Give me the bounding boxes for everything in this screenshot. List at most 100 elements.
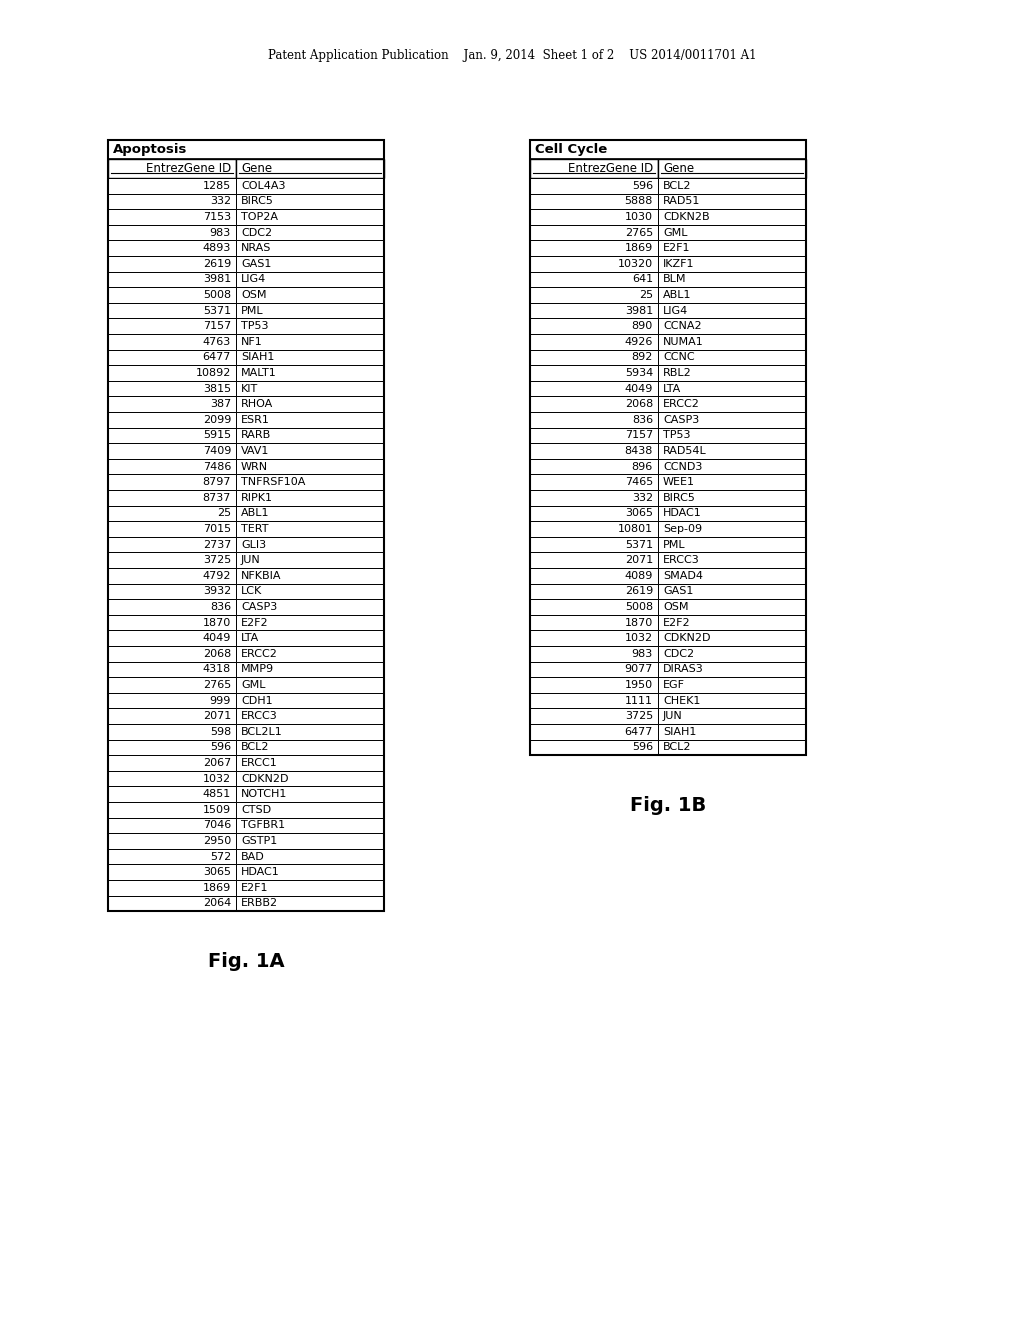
Bar bbox=[108, 631, 236, 645]
Text: 3065: 3065 bbox=[625, 508, 653, 519]
Text: RHOA: RHOA bbox=[241, 399, 273, 409]
Bar bbox=[236, 506, 384, 521]
Text: BLM: BLM bbox=[663, 275, 686, 284]
Text: 596: 596 bbox=[632, 742, 653, 752]
Text: 332: 332 bbox=[210, 197, 231, 206]
Text: 983: 983 bbox=[632, 649, 653, 659]
Text: 2765: 2765 bbox=[203, 680, 231, 690]
Bar bbox=[236, 865, 384, 880]
Bar bbox=[658, 474, 806, 490]
Bar bbox=[236, 366, 384, 380]
Text: Fig. 1B: Fig. 1B bbox=[630, 796, 707, 814]
Text: LCK: LCK bbox=[241, 586, 262, 597]
Bar bbox=[530, 272, 658, 288]
Bar bbox=[108, 444, 236, 459]
Bar bbox=[108, 194, 236, 209]
Text: 5008: 5008 bbox=[203, 290, 231, 300]
Bar bbox=[236, 396, 384, 412]
Bar bbox=[236, 895, 384, 911]
Bar bbox=[530, 739, 658, 755]
Text: CTSD: CTSD bbox=[241, 805, 271, 814]
Bar bbox=[108, 272, 236, 288]
Text: 2765: 2765 bbox=[625, 227, 653, 238]
Text: SMAD4: SMAD4 bbox=[663, 570, 703, 581]
Bar bbox=[658, 240, 806, 256]
Text: Sep-09: Sep-09 bbox=[663, 524, 702, 535]
Bar bbox=[108, 755, 236, 771]
Text: 9077: 9077 bbox=[625, 664, 653, 675]
Bar bbox=[236, 224, 384, 240]
Text: CDKN2B: CDKN2B bbox=[663, 213, 710, 222]
Bar bbox=[530, 615, 658, 631]
Bar bbox=[530, 521, 658, 537]
Text: ERCC2: ERCC2 bbox=[663, 399, 699, 409]
Bar bbox=[530, 677, 658, 693]
Text: HDAC1: HDAC1 bbox=[241, 867, 280, 878]
Text: 4851: 4851 bbox=[203, 789, 231, 799]
Text: ERCC1: ERCC1 bbox=[241, 758, 278, 768]
Bar bbox=[236, 256, 384, 272]
Text: 2099: 2099 bbox=[203, 414, 231, 425]
Text: CDKN2D: CDKN2D bbox=[241, 774, 289, 784]
Bar bbox=[108, 615, 236, 631]
Bar bbox=[658, 645, 806, 661]
Bar bbox=[108, 240, 236, 256]
Bar bbox=[658, 693, 806, 709]
Text: JUN: JUN bbox=[241, 556, 261, 565]
Text: 10320: 10320 bbox=[617, 259, 653, 269]
Bar bbox=[108, 849, 236, 865]
Text: BCL2: BCL2 bbox=[241, 742, 269, 752]
Bar bbox=[530, 209, 658, 224]
Bar bbox=[530, 140, 806, 755]
Bar bbox=[108, 428, 236, 444]
Text: 3725: 3725 bbox=[203, 556, 231, 565]
Bar bbox=[236, 178, 384, 194]
Bar bbox=[108, 350, 236, 366]
Bar bbox=[108, 302, 236, 318]
Bar bbox=[658, 583, 806, 599]
Bar bbox=[236, 723, 384, 739]
Text: 641: 641 bbox=[632, 275, 653, 284]
Bar bbox=[236, 771, 384, 787]
Text: NOTCH1: NOTCH1 bbox=[241, 789, 288, 799]
Text: TP53: TP53 bbox=[663, 430, 690, 441]
Text: RARB: RARB bbox=[241, 430, 271, 441]
Bar bbox=[236, 661, 384, 677]
Text: 2737: 2737 bbox=[203, 540, 231, 549]
Bar bbox=[108, 178, 236, 194]
Bar bbox=[530, 723, 658, 739]
Bar bbox=[658, 178, 806, 194]
Bar bbox=[236, 817, 384, 833]
Text: 1869: 1869 bbox=[203, 883, 231, 892]
Bar bbox=[236, 537, 384, 552]
Bar bbox=[108, 380, 236, 396]
Bar bbox=[108, 709, 236, 723]
Bar bbox=[236, 677, 384, 693]
Bar bbox=[236, 755, 384, 771]
Bar bbox=[236, 645, 384, 661]
Text: 2068: 2068 bbox=[625, 399, 653, 409]
Text: GML: GML bbox=[241, 680, 265, 690]
Bar bbox=[530, 334, 658, 350]
Text: RIPK1: RIPK1 bbox=[241, 492, 273, 503]
Text: ABL1: ABL1 bbox=[241, 508, 269, 519]
Text: ERCC3: ERCC3 bbox=[241, 711, 278, 721]
Bar bbox=[236, 490, 384, 506]
Bar bbox=[530, 428, 658, 444]
Bar bbox=[530, 318, 658, 334]
Bar bbox=[658, 428, 806, 444]
Text: ESR1: ESR1 bbox=[241, 414, 270, 425]
Text: HDAC1: HDAC1 bbox=[663, 508, 701, 519]
Bar bbox=[530, 537, 658, 552]
Bar bbox=[236, 459, 384, 474]
Text: WRN: WRN bbox=[241, 462, 268, 471]
Text: 1285: 1285 bbox=[203, 181, 231, 191]
Text: GAS1: GAS1 bbox=[241, 259, 271, 269]
Bar bbox=[236, 787, 384, 803]
Text: LIG4: LIG4 bbox=[241, 275, 266, 284]
Bar bbox=[108, 599, 236, 615]
Text: 1870: 1870 bbox=[203, 618, 231, 627]
Bar bbox=[236, 428, 384, 444]
Bar bbox=[530, 709, 658, 723]
Text: 3932: 3932 bbox=[203, 586, 231, 597]
